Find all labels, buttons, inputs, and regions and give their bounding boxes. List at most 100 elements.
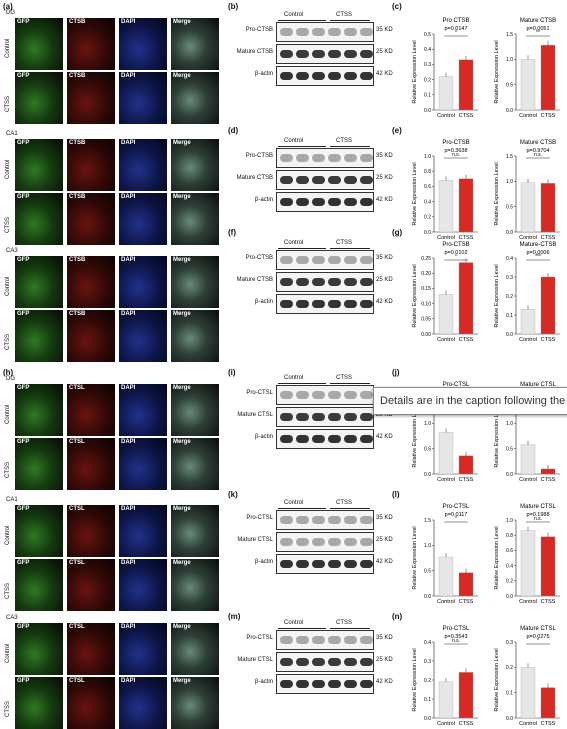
blot-band: [360, 636, 373, 644]
blot-band: [280, 300, 293, 308]
micrograph-dapi: DAPI: [119, 72, 167, 124]
y-tick-label: 0.0: [506, 716, 513, 722]
y-tick-label: 0.2: [506, 665, 513, 671]
x-tick-label: Control: [519, 599, 537, 605]
x-tick-label: Control: [519, 113, 537, 119]
channel-label: CTSB: [69, 257, 86, 263]
blot-band: [296, 300, 309, 308]
x-tick-label: CTSS: [459, 477, 474, 483]
panel-label-f: (f): [228, 228, 236, 237]
y-tick-label: 1.5: [424, 518, 431, 524]
y-tick-label: 1.0: [506, 57, 513, 63]
blot-band: [344, 256, 357, 264]
bar-ctss: [458, 572, 474, 597]
bar-control: [520, 182, 536, 233]
y-tick-label: 1.0: [506, 518, 513, 524]
blot-band: [344, 391, 357, 399]
blot-kd-label: 42 KD: [376, 679, 393, 685]
blot-band: [344, 636, 357, 644]
bar-control: [520, 59, 536, 111]
y-tick-label: 0.25: [421, 256, 431, 262]
significance-mark: **: [536, 30, 540, 36]
blot-kd-label: 42 KD: [376, 197, 393, 203]
x-tick-label: CTSS: [459, 721, 474, 725]
bar-ctss: [458, 455, 474, 475]
channel-label: GFP: [17, 257, 30, 263]
blot-band: [360, 680, 373, 688]
blot-kd-label: 35 KD: [376, 515, 393, 521]
y-axis-label: Relative Expression Level: [412, 648, 418, 711]
wb-ctss-label: CTSS: [336, 12, 353, 18]
blot-band: [328, 198, 341, 206]
channel-label: DAPI: [121, 506, 136, 512]
y-tick-label: 0.2: [506, 579, 513, 585]
significance-mark: n.s.: [452, 638, 460, 644]
caption-tooltip[interactable]: Details are in the caption following the…: [373, 387, 567, 415]
panel-label-d: (d): [228, 126, 239, 135]
region-label: DG: [6, 376, 15, 382]
wb-ctss-label: CTSS: [336, 240, 353, 246]
y-tick-label: 0.15: [421, 286, 431, 292]
channel-label: CTSB: [69, 194, 86, 200]
x-tick-label: CTSS: [541, 337, 556, 343]
bar-control: [520, 530, 536, 597]
x-tick-label: Control: [437, 721, 455, 725]
y-tick-label: 0.3: [424, 659, 431, 665]
bar-ctss: [540, 687, 556, 719]
region-label: DG: [6, 10, 15, 16]
panel-label-a: (a): [3, 2, 13, 11]
blot-band: [280, 538, 293, 546]
blot-band: [280, 516, 293, 524]
bar-ctss: [458, 672, 474, 719]
blot-band: [312, 538, 325, 546]
blot-protein-label: Pro-CTSL: [246, 515, 273, 521]
region-label: CA1: [6, 131, 18, 137]
micrograph-merge: Merge: [171, 559, 219, 611]
blot-band: [296, 658, 309, 666]
blot-band: [296, 636, 309, 644]
micrograph-ctsb: CTSB: [67, 18, 115, 70]
y-tick-label: 0.5: [506, 82, 513, 88]
micrograph-dapi: DAPI: [119, 193, 167, 245]
blot-band: [312, 391, 325, 399]
y-tick-label: 0.1: [506, 313, 513, 319]
channel-label: Merge: [173, 19, 191, 25]
x-tick-label: Control: [519, 235, 537, 241]
panel-label-n: (n): [392, 612, 403, 621]
micrograph-dapi: DAPI: [119, 623, 167, 675]
bar-control: [520, 444, 536, 475]
channel-label: DAPI: [121, 678, 136, 684]
blot-band: [296, 50, 309, 58]
bar-ctss: [458, 59, 474, 111]
wb-ctss-label: CTSS: [336, 500, 353, 506]
blot-band: [328, 28, 341, 36]
bar-ctss: [540, 183, 556, 233]
chart-title: Pro-CTSL: [443, 626, 470, 632]
blot-band: [296, 435, 309, 443]
channel-label: Merge: [173, 678, 191, 684]
y-tick-label: 0.2: [424, 77, 431, 83]
significance-mark: n.s.: [452, 152, 460, 158]
channel-label: Merge: [173, 624, 191, 630]
significance-mark: n.s.: [534, 152, 542, 158]
y-tick-label: 0.5: [506, 446, 513, 452]
bar-ctss: [458, 178, 474, 233]
wb-control-label: Control: [284, 500, 304, 506]
p-value: p=0.0006: [526, 250, 549, 256]
blot-band: [296, 391, 309, 399]
blot-protein-label: Mature CTSB: [236, 175, 273, 181]
chart-title: Mature CTSB: [520, 18, 556, 24]
blot-band: [328, 278, 341, 286]
blot-band: [360, 538, 373, 546]
channel-label: GFP: [17, 19, 30, 25]
channel-label: GFP: [17, 311, 30, 317]
channel-label: DAPI: [121, 194, 136, 200]
x-tick-label: Control: [437, 337, 455, 343]
x-tick-label: CTSS: [459, 235, 474, 241]
significance-mark: n.s.: [534, 516, 542, 522]
p-value: p=0.0051: [526, 26, 549, 32]
channel-label: GFP: [17, 678, 30, 684]
wb-control-label: Control: [284, 12, 304, 18]
blot-band: [328, 413, 341, 421]
